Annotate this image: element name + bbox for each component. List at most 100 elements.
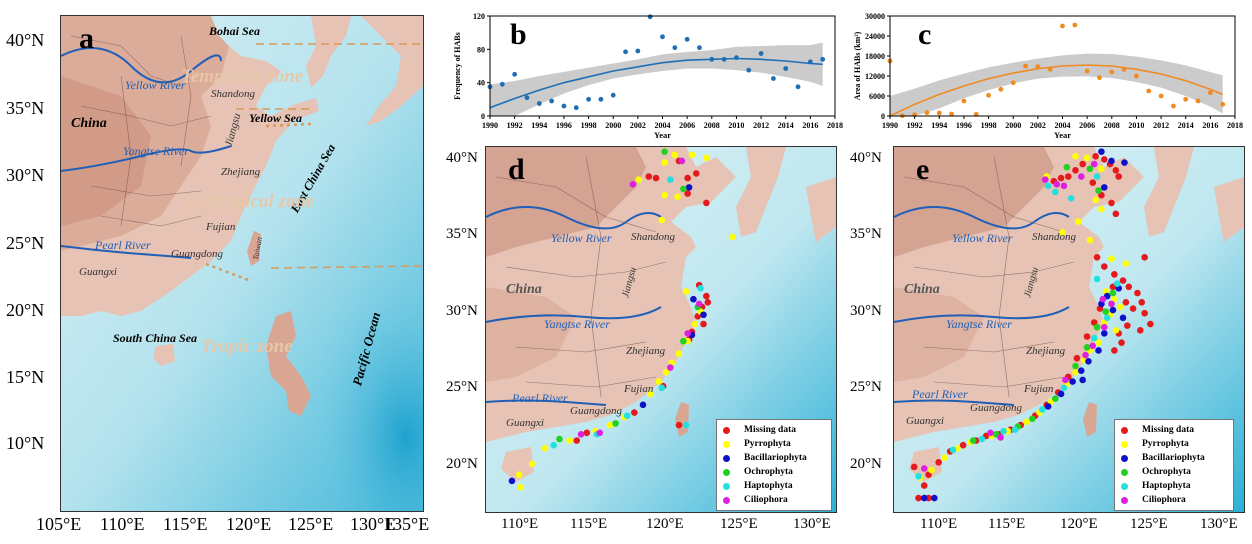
hab-point: [1062, 376, 1069, 384]
hab-point: [1069, 378, 1076, 385]
lat-tick: 35°N: [6, 98, 45, 118]
label-guangxi: Guangxi: [79, 266, 117, 278]
hab-point: [508, 477, 516, 485]
hab-point: [556, 435, 563, 443]
x-tick-label: 1998: [581, 121, 597, 130]
hab-point: [935, 458, 942, 466]
y-tick-label: 30000: [865, 12, 885, 21]
panel-label: c: [918, 18, 932, 51]
lat-tick: 25°N: [6, 233, 45, 253]
lon-tick: 115°E: [163, 514, 208, 534]
hab-point: [1086, 165, 1094, 173]
legend: Missing data Pyrrophyta Bacillariophyta Och…: [716, 419, 832, 511]
hab-point: [577, 431, 585, 438]
panel-label: b: [510, 18, 527, 51]
legend-swatch: [723, 426, 730, 434]
lon-tick: 120°E: [226, 514, 272, 534]
hab-point: [667, 364, 674, 371]
hab-point: [1098, 165, 1105, 173]
x-tick-label: 2016: [802, 121, 818, 130]
hab-point: [1057, 174, 1065, 182]
y-axis-label: Area of HABs (km²): [853, 31, 862, 100]
panel-a-map: a Bohai Sea Temperate zone Yellow River …: [60, 15, 424, 512]
hab-point: [680, 337, 687, 345]
hab-point: [528, 460, 536, 468]
x-tick-label: 2006: [1079, 121, 1095, 130]
hab-point: [1083, 154, 1091, 162]
hab-point: [1041, 176, 1049, 183]
lat-tick: 40°N: [850, 150, 882, 166]
x-tick-label: 1996: [556, 121, 572, 130]
hab-point: [685, 184, 693, 191]
data-point: [549, 98, 555, 104]
data-point: [961, 98, 967, 104]
data-point: [721, 56, 727, 62]
hab-point: [661, 159, 668, 166]
hab-point: [1077, 367, 1085, 374]
x-tick-label: 2000: [1005, 121, 1021, 130]
legend-item: Pyrrophyta: [1121, 437, 1227, 451]
lon-tick: 120°E: [646, 516, 684, 532]
hab-point: [541, 445, 549, 452]
legend-label: Bacillariophyta: [744, 453, 807, 463]
label-shandong: Shandong: [631, 231, 675, 243]
hab-point: [517, 483, 524, 491]
label-zhejiang: Zhejiang: [626, 345, 666, 357]
hab-point: [688, 151, 696, 159]
hab-point: [1079, 160, 1086, 168]
legend-label: Ochrophyta: [1142, 467, 1191, 477]
y-tick-label: 0: [881, 112, 885, 121]
data-point: [1010, 80, 1016, 86]
legend-swatch: [723, 468, 730, 476]
lat-tick: 40°N: [6, 30, 45, 50]
x-tick-label: 2014: [778, 121, 794, 130]
hab-point: [1141, 309, 1148, 317]
hab-point: [684, 174, 691, 182]
label-china: China: [506, 282, 542, 297]
hab-point: [703, 292, 710, 300]
x-tick-label: 2010: [1128, 121, 1144, 130]
lon-tick: 130°E: [350, 514, 396, 534]
hab-point: [566, 437, 573, 444]
hab-point: [941, 454, 948, 461]
y-tick-label: 12000: [865, 72, 885, 81]
hab-point: [658, 384, 666, 392]
label-pearl-river: Pearl River: [95, 238, 151, 252]
hab-point: [915, 472, 922, 480]
hab-point: [1090, 334, 1098, 342]
hab-point: [1099, 295, 1107, 303]
hab-point: [652, 174, 660, 182]
hab-point: [684, 330, 691, 337]
x-tick-label: 2000: [605, 121, 621, 130]
lat-tick: 20°N: [6, 300, 45, 320]
hab-point: [1095, 347, 1102, 354]
hab-point: [1064, 173, 1072, 180]
hab-point: [1111, 271, 1118, 278]
legend-label: Ciliophora: [744, 495, 788, 505]
x-tick-label: 2018: [827, 121, 843, 130]
data-point: [623, 49, 628, 55]
lat-tick: 40°N: [446, 150, 478, 166]
hab-point: [931, 494, 938, 502]
hab-point: [1082, 351, 1089, 359]
hab-point: [1092, 153, 1099, 160]
hab-point: [1023, 418, 1030, 426]
hab-point: [646, 390, 654, 398]
data-point: [1097, 75, 1102, 81]
x-tick-label: 2008: [704, 121, 720, 130]
data-point: [512, 71, 518, 77]
hab-point: [635, 176, 642, 183]
hab-point: [661, 148, 668, 155]
legend-item: Bacillariophyta: [723, 451, 825, 465]
data-point: [1084, 68, 1090, 74]
data-point: [924, 110, 930, 116]
data-point: [1195, 98, 1201, 104]
map-a-background: [61, 16, 423, 511]
legend-label: Missing data: [1142, 425, 1194, 435]
hab-point: [596, 429, 604, 437]
x-tick-label: 2012: [1153, 121, 1169, 130]
data-point: [795, 84, 801, 90]
data-point: [499, 81, 505, 87]
x-tick-label: 1990: [882, 121, 898, 130]
hab-point: [1122, 260, 1130, 267]
